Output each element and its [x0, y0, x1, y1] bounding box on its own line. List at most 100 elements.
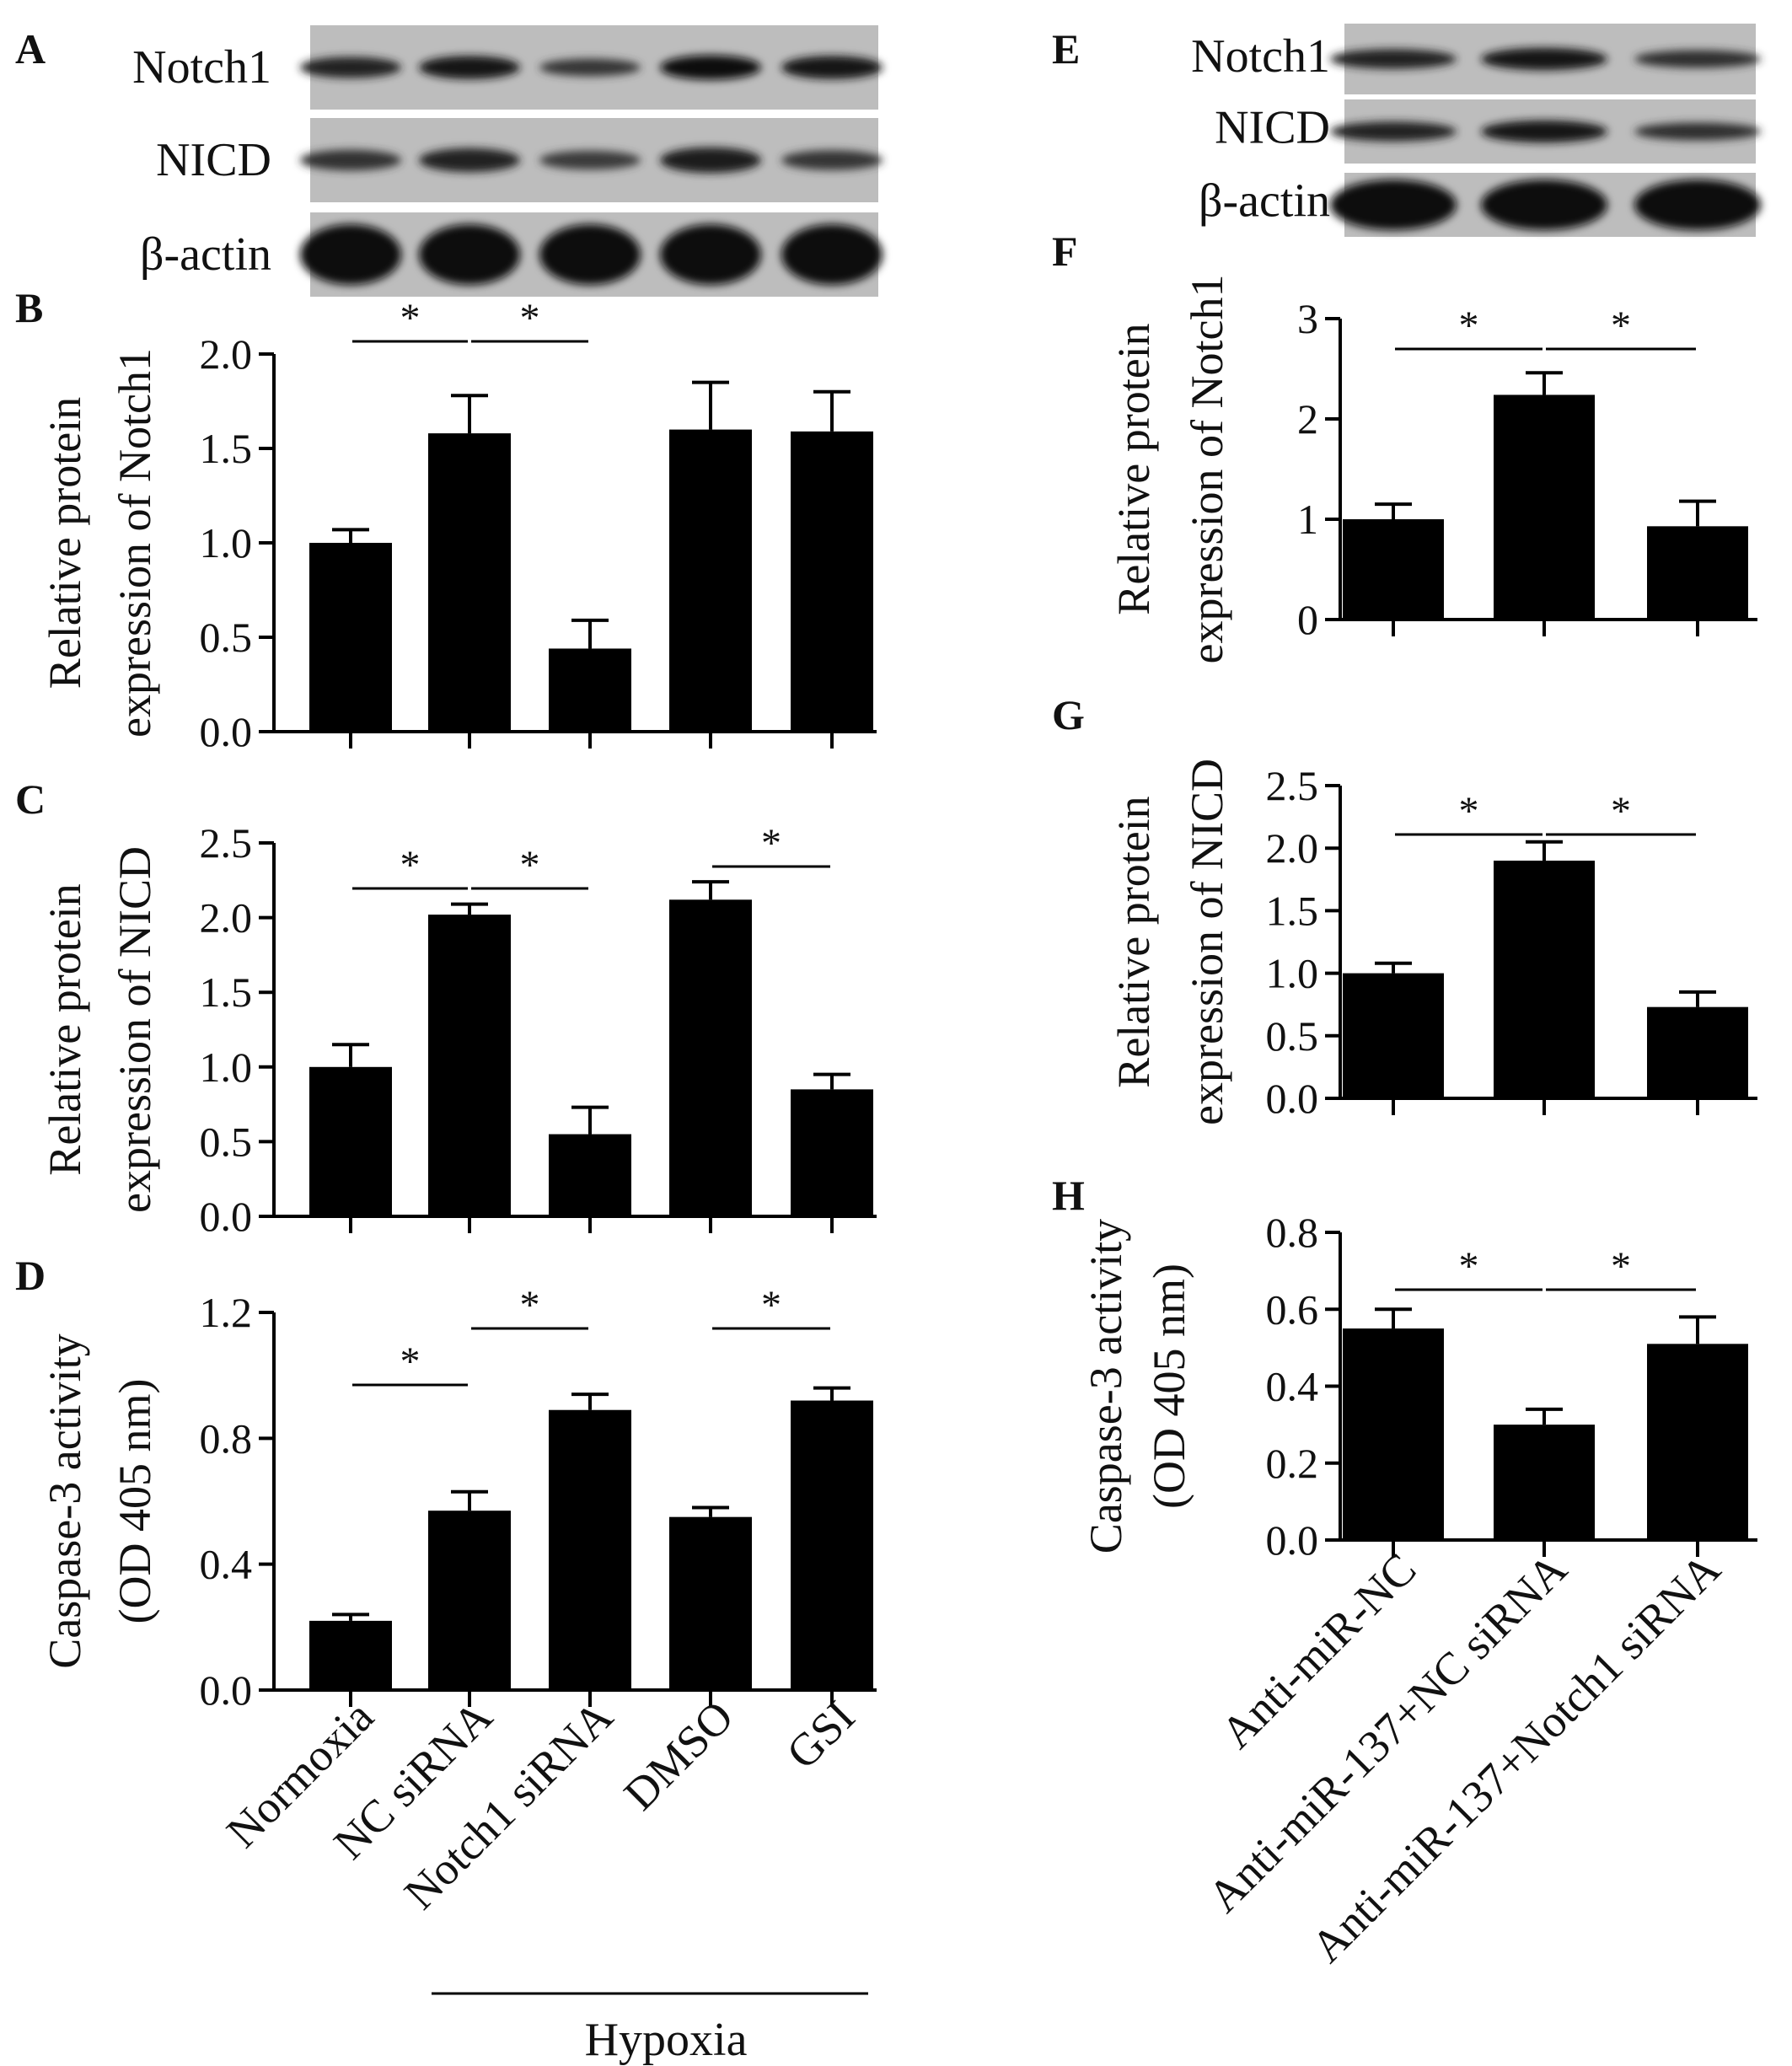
- bar: [549, 648, 631, 732]
- y-tick-label: 1.2: [200, 1289, 253, 1336]
- bar: [428, 433, 511, 732]
- bar: [669, 429, 752, 732]
- bar: [1494, 394, 1595, 620]
- blot-band: [1481, 180, 1607, 230]
- significance-star: *: [1459, 303, 1479, 348]
- blot-row-label: NICD: [156, 134, 271, 186]
- y-tick-label: 0.5: [200, 614, 253, 661]
- bar: [1647, 1006, 1748, 1098]
- y-tick-label: 1.0: [1266, 950, 1319, 997]
- y-axis-label: expression of NICD: [110, 846, 160, 1213]
- panel-label-A: A: [15, 25, 46, 72]
- blot-row-label: NICD: [1215, 102, 1330, 154]
- blot-band: [419, 224, 520, 285]
- y-axis-label: (OD 405 nm): [1144, 1264, 1194, 1509]
- panel-label-E: E: [1052, 25, 1080, 72]
- blot-band: [660, 55, 761, 80]
- bar: [549, 1134, 631, 1216]
- y-tick-label: 3: [1297, 295, 1318, 342]
- significance-star: *: [1459, 1244, 1479, 1289]
- bar: [1647, 1344, 1748, 1540]
- y-tick-label: 1.5: [200, 425, 253, 472]
- bar: [1343, 519, 1444, 620]
- y-tick-label: 0.8: [200, 1414, 253, 1462]
- panel-label-D: D: [15, 1252, 46, 1299]
- blot-band: [419, 148, 520, 173]
- y-tick-label: 0.0: [200, 708, 253, 755]
- bar: [549, 1409, 631, 1690]
- significance-star: *: [1611, 789, 1631, 834]
- blot-row-label: β-actin: [1199, 175, 1330, 228]
- blot-band: [539, 224, 641, 285]
- x-category-label: Notch1 siRNA: [394, 1691, 622, 1918]
- y-tick-label: 1.5: [1266, 887, 1319, 934]
- y-tick-label: 2.0: [1266, 824, 1319, 872]
- panel-label-F: F: [1052, 228, 1078, 275]
- bar: [428, 1511, 511, 1690]
- blot-row-label: Notch1: [132, 41, 271, 94]
- y-tick-label: 0.5: [1266, 1012, 1319, 1060]
- y-axis-label: Caspase-3 activity: [1081, 1219, 1131, 1554]
- blot-band: [1481, 120, 1607, 143]
- y-tick-label: 0.0: [200, 1666, 253, 1714]
- significance-star: *: [400, 1339, 421, 1384]
- significance-star: *: [520, 1283, 540, 1328]
- bar: [791, 1400, 873, 1690]
- significance-star: *: [520, 843, 540, 888]
- y-tick-label: 1.5: [200, 969, 253, 1016]
- bar: [1343, 973, 1444, 1098]
- y-axis-label: Relative protein: [40, 397, 90, 689]
- hypoxia-label: Hypoxia: [585, 2014, 748, 2066]
- bar: [791, 1089, 873, 1216]
- y-tick-label: 0: [1297, 596, 1318, 643]
- y-axis-label: Relative protein: [40, 883, 90, 1175]
- y-axis-label: (OD 405 nm): [110, 1379, 160, 1624]
- bar: [791, 431, 873, 732]
- y-tick-label: 0.6: [1266, 1285, 1319, 1333]
- bar: [669, 899, 752, 1216]
- panel-label-C: C: [15, 775, 46, 823]
- y-tick-label: 2.5: [200, 819, 253, 867]
- y-axis-label: Relative protein: [1108, 323, 1159, 614]
- y-tick-label: 0.4: [200, 1541, 253, 1588]
- blot-row-label: Notch1: [1191, 30, 1330, 83]
- significance-star: *: [400, 843, 421, 888]
- blot-band: [660, 147, 761, 174]
- blot-band: [781, 56, 883, 79]
- y-tick-label: 0.5: [200, 1118, 253, 1165]
- panel-label-B: B: [15, 284, 43, 331]
- bar: [1494, 861, 1595, 1098]
- blot-band: [1330, 121, 1457, 142]
- blot-band: [419, 56, 520, 79]
- blot-band: [1634, 50, 1761, 68]
- blot-band: [660, 224, 761, 285]
- blot-band: [1634, 122, 1761, 141]
- blot-band: [781, 150, 883, 170]
- y-tick-label: 1.0: [200, 519, 253, 566]
- blot-band: [1481, 47, 1607, 71]
- y-tick-label: 1.0: [200, 1044, 253, 1091]
- y-tick-label: 0.0: [1266, 1075, 1319, 1122]
- y-tick-label: 2.0: [200, 894, 253, 942]
- bar: [428, 915, 511, 1216]
- y-tick-label: 2: [1297, 395, 1318, 443]
- y-axis-label: Relative protein: [1108, 796, 1159, 1087]
- x-category-label: GSI: [777, 1691, 865, 1779]
- panel-label-H: H: [1052, 1172, 1085, 1219]
- significance-star: *: [761, 1283, 781, 1328]
- y-tick-label: 1: [1297, 496, 1318, 543]
- x-category-label: DMSO: [614, 1691, 743, 1820]
- y-axis-label: expression of NICD: [1182, 759, 1232, 1125]
- y-axis-label: expression of Notch1: [1182, 275, 1232, 664]
- bar: [309, 1066, 392, 1216]
- blot-band: [1330, 180, 1457, 230]
- y-axis-label: Caspase-3 activity: [40, 1334, 90, 1668]
- significance-star: *: [520, 296, 540, 341]
- y-tick-label: 0.0: [200, 1193, 253, 1240]
- significance-star: *: [1611, 1244, 1631, 1289]
- bar: [669, 1516, 752, 1690]
- blot-band: [539, 58, 641, 77]
- blot-band: [539, 150, 641, 170]
- significance-star: *: [400, 296, 421, 341]
